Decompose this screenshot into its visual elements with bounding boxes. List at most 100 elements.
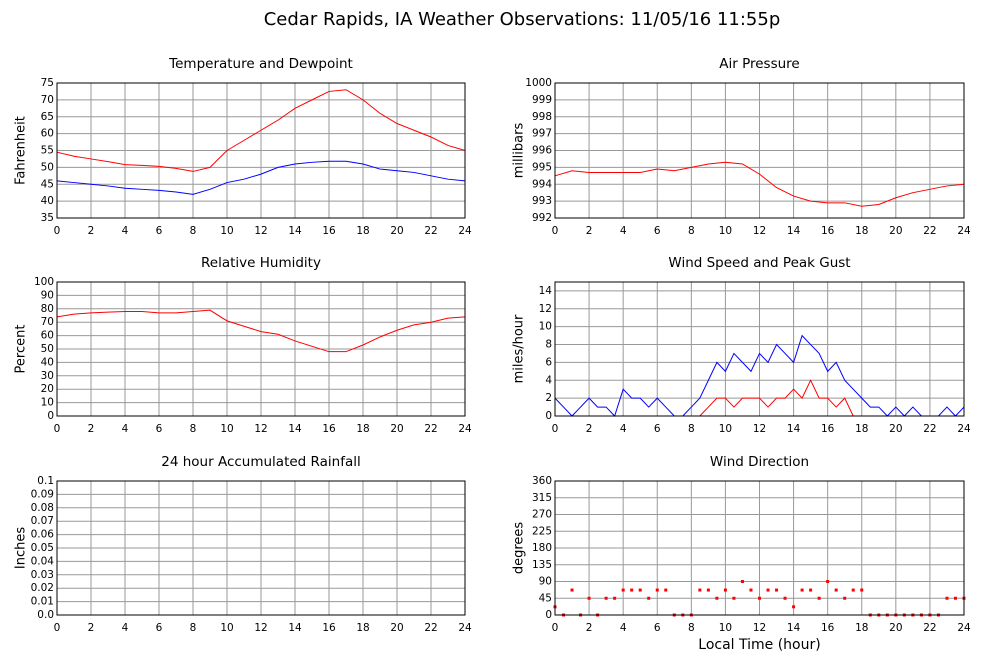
y-tick-label: 60 bbox=[41, 128, 54, 140]
x-tick-label: 16 bbox=[322, 225, 336, 237]
y-tick-label: 360 bbox=[532, 475, 552, 487]
x-tick-label: 8 bbox=[190, 423, 197, 435]
x-tick-label: 22 bbox=[424, 622, 437, 634]
y-tick-label: 180 bbox=[532, 542, 552, 554]
plot-frame bbox=[554, 480, 965, 616]
x-tick-label: 24 bbox=[957, 225, 971, 237]
y-tick-label: 30 bbox=[41, 370, 54, 382]
y-tick-label: 994 bbox=[532, 178, 552, 190]
x-tick-label: 10 bbox=[220, 622, 233, 634]
x-tick-label: 24 bbox=[957, 423, 971, 435]
y-tick-label: 998 bbox=[532, 111, 552, 123]
x-tick-label: 10 bbox=[220, 225, 233, 237]
data-point bbox=[655, 588, 659, 592]
x-tick-label: 4 bbox=[122, 225, 129, 237]
y-tick-label: 0.09 bbox=[31, 488, 54, 500]
x-tick-label: 8 bbox=[688, 423, 695, 435]
x-tick-label: 2 bbox=[586, 423, 593, 435]
plot-frame bbox=[56, 281, 466, 417]
plot-frame bbox=[56, 82, 466, 219]
y-tick-label: 90 bbox=[539, 576, 552, 588]
x-tick-label: 2 bbox=[88, 225, 95, 237]
x-tick-label: 0 bbox=[552, 225, 559, 237]
y-tick-label: 20 bbox=[41, 383, 54, 395]
y-tick-label: 55 bbox=[41, 145, 54, 157]
x-tick-label: 18 bbox=[356, 423, 369, 435]
panel-title: Air Pressure bbox=[719, 56, 799, 72]
y-tick-label: 0.02 bbox=[31, 582, 54, 594]
data-point bbox=[664, 588, 668, 592]
y-tick-label: 10 bbox=[41, 397, 54, 409]
data-line bbox=[554, 161, 965, 207]
x-tick-label: 12 bbox=[753, 423, 766, 435]
y-axis-label: Percent bbox=[14, 325, 29, 374]
y-tick-label: 0 bbox=[545, 410, 552, 422]
x-tick-label: 24 bbox=[957, 622, 971, 634]
x-tick-label: 20 bbox=[889, 423, 902, 435]
y-tick-label: 995 bbox=[532, 161, 552, 173]
x-tick-label: 24 bbox=[458, 423, 472, 435]
x-tick-label: 22 bbox=[424, 423, 437, 435]
y-axis-label: miles/hour bbox=[512, 314, 527, 383]
x-tick-label: 14 bbox=[288, 225, 302, 237]
data-line bbox=[56, 309, 466, 353]
y-tick-label: 40 bbox=[41, 356, 54, 368]
x-tick-label: 2 bbox=[586, 622, 593, 634]
x-tick-label: 6 bbox=[156, 423, 163, 435]
x-tick-label: 18 bbox=[855, 622, 868, 634]
data-point bbox=[570, 588, 574, 592]
x-tick-label: 18 bbox=[855, 423, 868, 435]
data-line bbox=[56, 160, 466, 195]
y-tick-label: 0.01 bbox=[31, 596, 54, 608]
y-tick-label: 0 bbox=[545, 609, 552, 621]
data-point bbox=[706, 588, 710, 592]
y-tick-label: 40 bbox=[41, 195, 54, 207]
y-tick-label: 60 bbox=[41, 330, 54, 342]
data-point bbox=[647, 596, 651, 600]
x-tick-label: 22 bbox=[923, 622, 936, 634]
data-point bbox=[758, 596, 761, 600]
y-tick-label: 0.05 bbox=[31, 542, 54, 554]
x-tick-label: 8 bbox=[688, 622, 695, 634]
data-point bbox=[613, 596, 617, 600]
y-tick-label: 100 bbox=[34, 276, 54, 288]
y-tick-label: 8 bbox=[545, 339, 552, 351]
data-point bbox=[826, 580, 830, 583]
x-tick-label: 20 bbox=[390, 622, 403, 634]
x-tick-label: 2 bbox=[88, 622, 95, 634]
x-tick-label: 6 bbox=[156, 622, 163, 634]
y-tick-label: 75 bbox=[41, 77, 54, 89]
x-tick-label: 18 bbox=[356, 622, 369, 634]
x-tick-label: 10 bbox=[719, 423, 732, 435]
data-point bbox=[851, 588, 855, 592]
y-tick-label: 0.04 bbox=[31, 555, 55, 567]
plot-frame bbox=[554, 82, 965, 219]
data-point bbox=[732, 596, 736, 600]
x-tick-label: 22 bbox=[923, 423, 936, 435]
data-point bbox=[723, 588, 727, 592]
y-tick-label: 50 bbox=[41, 161, 54, 173]
x-tick-label: 18 bbox=[356, 225, 369, 237]
y-tick-label: 225 bbox=[532, 525, 552, 537]
data-point bbox=[604, 596, 608, 600]
y-tick-label: 992 bbox=[532, 212, 552, 224]
x-tick-label: 0 bbox=[552, 622, 559, 634]
data-point bbox=[809, 588, 813, 592]
data-point bbox=[766, 588, 770, 592]
y-tick-label: 315 bbox=[532, 492, 552, 504]
y-tick-label: 10 bbox=[539, 321, 552, 333]
x-tick-label: 20 bbox=[889, 622, 902, 634]
x-tick-label: 0 bbox=[54, 423, 61, 435]
x-tick-label: 10 bbox=[220, 423, 233, 435]
x-tick-label: 24 bbox=[458, 622, 472, 634]
data-point bbox=[715, 596, 719, 600]
x-tick-label: 4 bbox=[122, 622, 129, 634]
y-axis-label: Inches bbox=[14, 527, 29, 569]
x-tick-label: 14 bbox=[787, 423, 801, 435]
x-tick-label: 4 bbox=[122, 423, 129, 435]
y-tick-label: 65 bbox=[41, 111, 54, 123]
data-point bbox=[783, 596, 787, 600]
y-tick-label: 0.03 bbox=[31, 569, 54, 581]
y-tick-label: 996 bbox=[532, 145, 552, 157]
